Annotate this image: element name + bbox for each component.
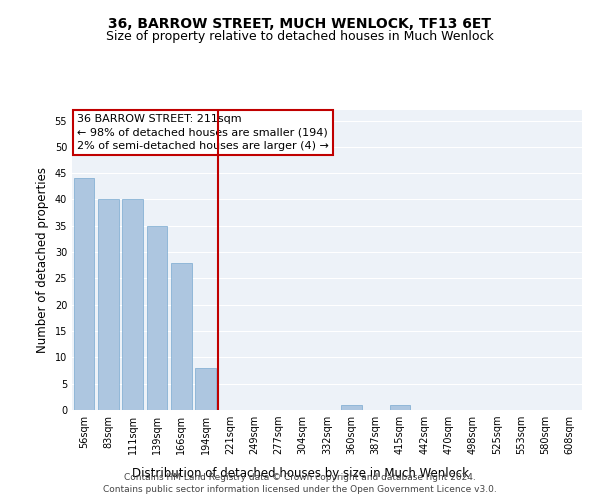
Bar — [171, 262, 191, 410]
Bar — [74, 178, 94, 410]
Bar — [389, 404, 410, 410]
Bar — [122, 200, 143, 410]
Text: Contains HM Land Registry data © Crown copyright and database right 2024.
Contai: Contains HM Land Registry data © Crown c… — [103, 473, 497, 494]
Bar — [146, 226, 167, 410]
Text: 36 BARROW STREET: 211sqm
← 98% of detached houses are smaller (194)
2% of semi-d: 36 BARROW STREET: 211sqm ← 98% of detach… — [77, 114, 329, 151]
Text: Size of property relative to detached houses in Much Wenlock: Size of property relative to detached ho… — [106, 30, 494, 43]
Text: Distribution of detached houses by size in Much Wenlock: Distribution of detached houses by size … — [131, 467, 469, 480]
Bar — [98, 200, 119, 410]
Y-axis label: Number of detached properties: Number of detached properties — [36, 167, 49, 353]
Bar — [195, 368, 216, 410]
Text: 36, BARROW STREET, MUCH WENLOCK, TF13 6ET: 36, BARROW STREET, MUCH WENLOCK, TF13 6E… — [109, 18, 491, 32]
Bar — [341, 404, 362, 410]
